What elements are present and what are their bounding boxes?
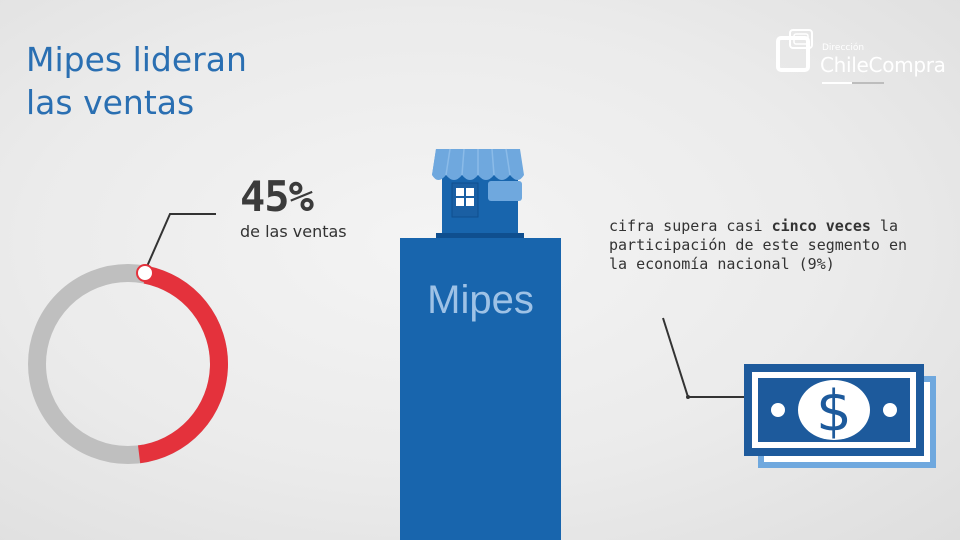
donut-marker-dot (136, 264, 154, 282)
percent-value: 45% (240, 172, 314, 221)
dollar-bill-icon: $ (744, 364, 936, 468)
mipes-bar: Mipes (400, 238, 561, 540)
percent-subtitle: de las ventas (240, 222, 347, 241)
chilecompra-logo-icon: Dirección ChileCompra (772, 28, 946, 90)
donut-highlight-arc (137, 265, 228, 464)
percent-connector-line (144, 213, 216, 272)
mipes-bar-label: Mipes (427, 278, 534, 322)
logo-small-text: Dirección (822, 43, 865, 53)
description-emphasis: cinco veces (771, 217, 871, 235)
page-title: Mipes lideran las ventas (26, 38, 247, 124)
logo-mark-icon (776, 29, 813, 72)
title-line-1: Mipes lideran (26, 40, 247, 79)
store-icon (432, 148, 524, 238)
logo-brand-text: ChileCompra (820, 53, 946, 77)
description-suffix: la participación de este segmento en la … (609, 217, 908, 273)
logo-underline-accent (852, 82, 884, 84)
title-line-2: las ventas (26, 83, 195, 122)
svg-text:$: $ (816, 379, 852, 444)
description-text: cifra supera casi cinco veces la partici… (609, 217, 929, 274)
description-prefix: cifra supera casi (609, 217, 772, 235)
